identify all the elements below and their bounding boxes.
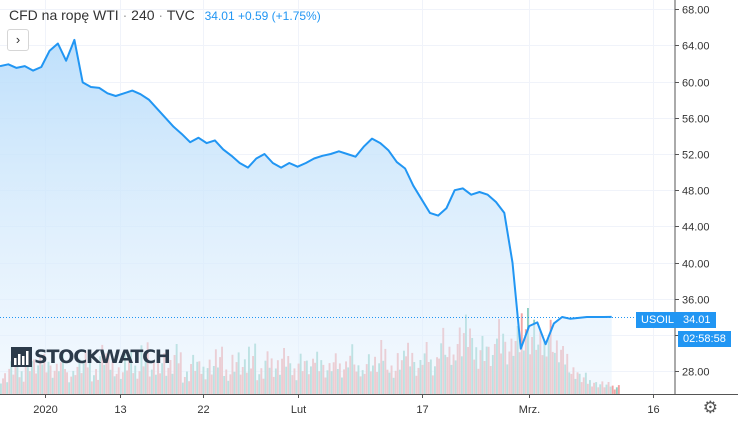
y-tick-label: 52.00 — [682, 150, 710, 162]
volume-bar — [613, 389, 616, 394]
price-area-fill — [0, 39, 612, 394]
price-axis[interactable]: 28.0032.0036.0040.0044.0048.0052.0056.00… — [675, 5, 710, 379]
x-tick-label: 16 — [647, 404, 659, 416]
x-tick-label: Lut — [291, 404, 306, 416]
volume-bar — [615, 387, 618, 394]
countdown-tag: 02:58:58 — [678, 331, 731, 347]
interval-label: 240 — [131, 7, 155, 23]
y-tick-label: 64.00 — [682, 41, 710, 53]
x-tick-label: Mrz. — [519, 404, 540, 416]
separator: · — [158, 7, 164, 23]
symbol-tag: USOIL — [636, 312, 680, 328]
separator: · — [122, 7, 128, 23]
chart-header: CFD na ropę WTI · 240 · TVC 34.01 +0.59 … — [9, 7, 321, 23]
x-tick-label: 2020 — [33, 404, 57, 416]
x-tick-label: 22 — [197, 404, 209, 416]
price-area — [0, 38, 612, 394]
chevron-right-icon[interactable]: › — [7, 29, 29, 51]
x-tick-label: 17 — [416, 404, 428, 416]
gear-icon[interactable]: ⚙ — [702, 398, 718, 417]
bar-chart-icon — [11, 347, 32, 367]
last-price-tag: 34.01 — [678, 312, 716, 328]
x-tick-label: 13 — [114, 404, 126, 416]
y-tick-label: 60.00 — [682, 78, 710, 90]
y-tick-label: 40.00 — [682, 259, 710, 271]
price-line — [0, 38, 612, 350]
volume-bar — [611, 385, 614, 394]
y-tick-label: 44.00 — [682, 222, 710, 234]
y-tick-label: 68.00 — [682, 5, 710, 17]
volume-bar — [617, 385, 620, 394]
instrument-title: CFD na ropę WTI — [9, 7, 119, 23]
time-axis[interactable]: 2020 13 22 Lut 17 Mrz. 16 — [33, 394, 660, 416]
header-price: 34.01 — [204, 9, 235, 23]
y-tick-label: 36.00 — [682, 295, 710, 307]
stockwatch-logo: STOCKWATCH — [11, 346, 171, 368]
y-tick-label: 56.00 — [682, 114, 710, 126]
source-label: TVC — [166, 7, 195, 23]
watermark-text: STOCKWATCH — [34, 346, 171, 368]
y-tick-label: 28.00 — [682, 367, 710, 379]
header-change: +0.59 (+1.75%) — [237, 9, 321, 23]
y-tick-label: 48.00 — [682, 186, 710, 198]
